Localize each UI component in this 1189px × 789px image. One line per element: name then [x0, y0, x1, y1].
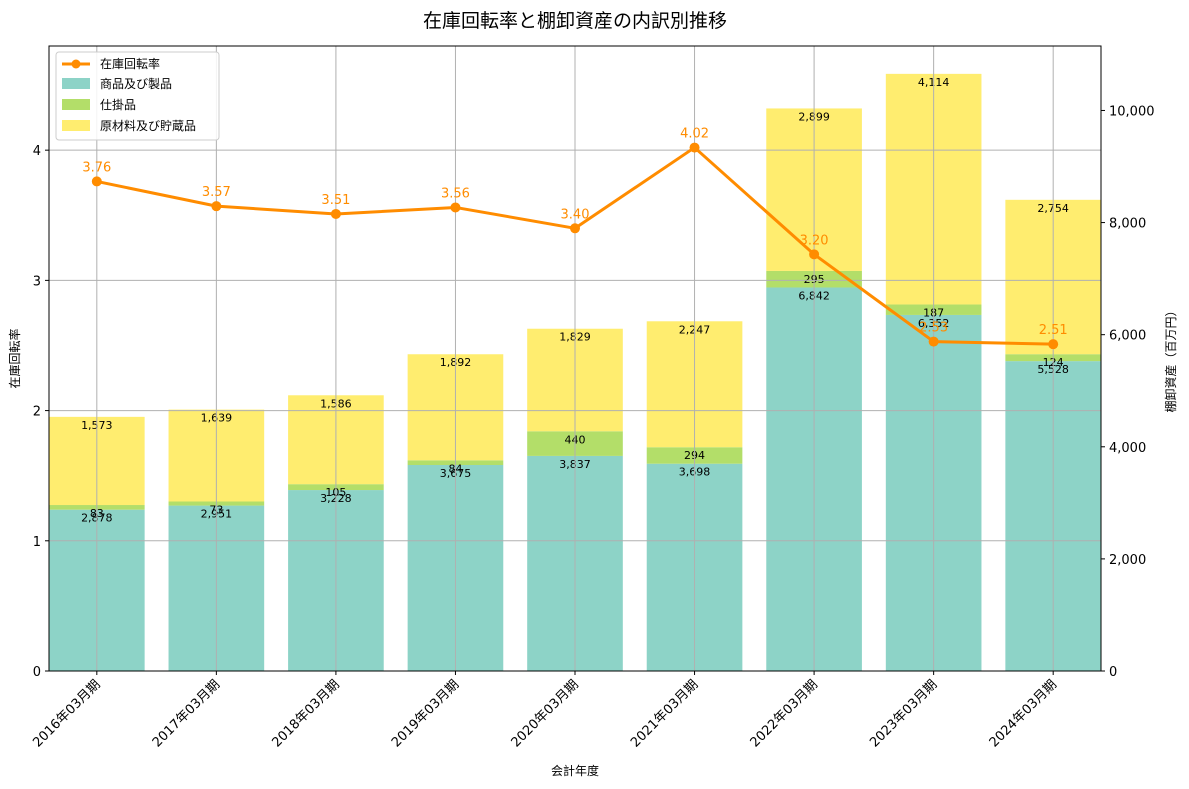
ytick-left-label-0: 0 [33, 665, 41, 680]
turnover-label-3: 3.56 [441, 186, 470, 201]
legend-label-2: 原材料及び貯蔵品 [100, 119, 196, 133]
legend-line-marker [71, 59, 81, 69]
ytick-left-label-4: 4 [33, 144, 41, 159]
turnover-point-5 [689, 142, 700, 153]
turnover-label-8: 2.51 [1039, 323, 1068, 338]
xtick-label-0: 2016年03月期 [30, 677, 103, 750]
legend-label-line: 在庫回転率 [100, 56, 160, 71]
xtick-label-8: 2024年03月期 [987, 677, 1060, 750]
y-axis-left-label: 在庫回転率 [7, 328, 22, 388]
turnover-point-3 [450, 202, 461, 213]
legend-label-0: 商品及び製品 [100, 76, 172, 91]
turnover-label-7: 2.53 [919, 321, 948, 336]
xtick-label-7: 2023年03月期 [867, 677, 940, 750]
legend-label-1: 仕掛品 [100, 97, 136, 112]
legend-swatch-1 [62, 99, 90, 110]
turnover-label-2: 3.51 [321, 193, 350, 208]
legend-swatch-2 [62, 120, 90, 131]
turnover-label-0: 3.76 [82, 160, 111, 175]
ytick-right-label-3: 6,000 [1109, 329, 1146, 344]
ytick-left-label-3: 3 [33, 274, 41, 289]
turnover-point-8 [1048, 339, 1059, 350]
turnover-label-4: 3.40 [561, 207, 590, 222]
x-axis-label: 会計年度 [551, 763, 599, 778]
xtick-label-5: 2021年03月期 [628, 677, 701, 750]
turnover-point-7 [928, 336, 939, 347]
xtick-label-2: 2018年03月期 [269, 677, 342, 750]
turnover-label-5: 4.02 [680, 127, 709, 142]
chart-title: 在庫回転率と棚卸資産の内訳別推移 [423, 10, 727, 32]
turnover-point-0 [91, 176, 102, 187]
xtick-label-3: 2019年03月期 [389, 677, 462, 750]
xtick-label-4: 2020年03月期 [509, 677, 582, 750]
xtick-label-6: 2022年03月期 [748, 677, 821, 750]
turnover-point-6 [809, 249, 820, 260]
xtick-label-1: 2017年03月期 [150, 677, 223, 750]
legend-swatch-0 [62, 78, 90, 89]
y-axis-right-label: 棚卸資産（百万円） [1163, 304, 1178, 412]
ytick-right-label-1: 2,000 [1109, 553, 1146, 568]
legend-box [55, 51, 220, 141]
turnover-point-4 [570, 223, 580, 234]
turnover-label-1: 3.57 [202, 185, 231, 200]
ytick-left-label-1: 1 [33, 535, 41, 550]
ytick-right-label-0: 0 [1109, 665, 1117, 680]
ytick-left-label-2: 2 [33, 405, 41, 420]
ytick-right-label-5: 10,000 [1109, 104, 1155, 119]
ytick-right-label-2: 4,000 [1109, 441, 1146, 456]
ytick-right-label-4: 8,000 [1109, 217, 1146, 232]
turnover-point-1 [211, 201, 222, 212]
turnover-point-2 [330, 208, 341, 219]
turnover-label-6: 3.20 [800, 233, 829, 248]
